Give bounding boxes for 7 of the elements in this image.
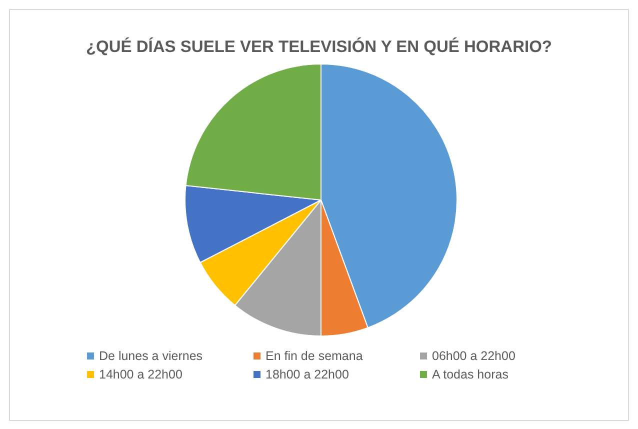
legend-label: 06h00 a 22h00 (432, 349, 516, 363)
chart-title: ¿QUÉ DÍAS SUELE VER TELEVISIÓN Y EN QUÉ HORARIO? (86, 37, 552, 56)
legend-label: A todas horas (432, 368, 508, 382)
legend-label: 18h00 a 22h00 (266, 368, 349, 382)
legend-label: En fin de semana (266, 349, 363, 363)
legend-label: 14h00 a 22h00 (99, 368, 182, 382)
legend-label: De lunes a viernes (99, 349, 203, 363)
